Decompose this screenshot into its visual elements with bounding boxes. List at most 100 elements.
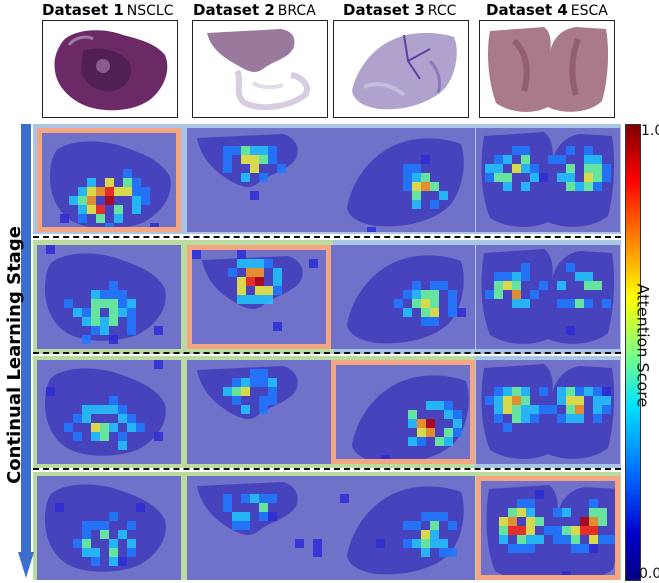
attention-patch [417,419,426,428]
attention-patch [412,281,421,290]
attention-patch [526,499,535,508]
attention-patch [127,539,136,548]
attention-patch [602,387,611,396]
attention-patch [453,419,462,428]
attention-patch [367,227,376,232]
attention-patch [109,290,118,299]
attention-patch [485,164,494,173]
attention-patch [96,214,105,223]
attention-patch [539,281,548,290]
attention-patch [430,317,439,326]
attention-patch [255,295,264,304]
attention-patch [566,299,575,308]
attention-patch [526,517,535,526]
attention-patch [530,173,539,182]
attention-patch [598,508,607,517]
attention-patch [268,378,277,387]
attention-patch [535,535,544,544]
attention-colorbar [625,124,641,581]
attention-patch [421,173,430,182]
attention-patch [73,432,82,441]
attention-patch [517,526,526,535]
attention-patch [421,299,430,308]
attention-patch [268,494,277,503]
attention-patch [503,281,512,290]
attention-patch [259,155,268,164]
attention-patch [508,508,517,517]
attention-patch [439,512,448,521]
attention-patch [403,182,412,191]
attention-patch [127,299,136,308]
attention-patch [60,214,69,223]
attention-patch [430,539,439,548]
attention-patch [426,419,435,428]
attention-patch [232,521,241,530]
attention-patch [241,494,250,503]
attention-patch [100,432,109,441]
attention-patch [268,512,277,521]
attention-patch [494,387,503,396]
column-header-1: Dataset 1 NSCLC [42,1,174,21]
attention-patch [246,277,255,286]
attention-patch [78,214,87,223]
attention-patch [232,146,241,155]
attention-patch [223,494,232,503]
attention-patch [430,299,439,308]
attention-patch [250,164,259,173]
attention-patch [73,308,82,317]
attention-patch [499,517,508,526]
attention-patch [91,299,100,308]
attention-patch [241,387,250,396]
attention-patch [448,308,457,317]
attention-patch [589,508,598,517]
attention-patch [494,281,503,290]
attention-patch [273,322,282,331]
attention-patch [87,196,96,205]
attention-patch [517,544,526,553]
attention-patch [421,182,430,191]
attention-patch [512,414,521,423]
attention-patch [439,281,448,290]
attention-patch [259,512,268,521]
attention-patch [403,173,412,182]
attention-patch [141,196,150,205]
attention-patch [430,308,439,317]
heatmap-cell [37,245,181,349]
attention-patch [241,405,250,414]
attention-patch [430,530,439,539]
attention-patch [268,396,277,405]
attention-patch [439,539,448,548]
attention-patch [575,299,584,308]
attention-patch [259,396,268,405]
attention-patch [553,535,562,544]
slide-thumbnail-nsclc [42,20,178,118]
attention-patch [584,155,593,164]
attention-patch [512,146,521,155]
column-title: Dataset 2 [193,1,275,19]
attention-patch [118,290,127,299]
attention-patch [109,539,118,548]
attention-patch [575,405,584,414]
attention-patch [64,423,73,432]
attention-patch [503,396,512,405]
attention-patch [273,277,282,286]
attention-patch [503,155,512,164]
attention-patch [589,517,598,526]
attention-patch [268,155,277,164]
attention-patch [192,250,201,259]
attention-patch [557,281,566,290]
column-header-2: Dataset 2 BRCA [193,1,316,21]
attention-patch [87,187,96,196]
attention-patch [521,146,530,155]
attention-patch [548,155,557,164]
column-header-3: Dataset 3 RCC [343,1,456,21]
slide-thumbnail-brca [192,20,328,118]
heatmap-cell [476,245,620,349]
attention-patch [421,548,430,557]
attention-patch [589,544,598,553]
attention-patch [223,387,232,396]
attention-patch [485,290,494,299]
attention-patch [503,182,512,191]
attention-patch [313,539,322,548]
attention-patch [241,173,250,182]
